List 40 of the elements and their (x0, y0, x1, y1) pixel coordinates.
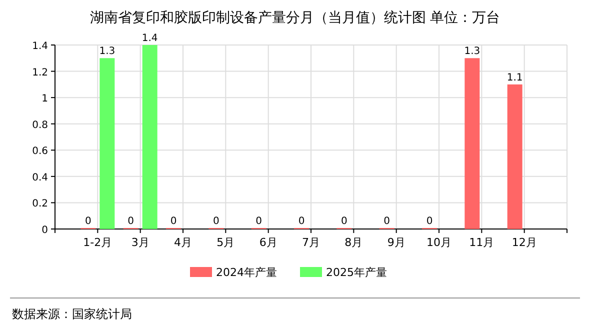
x-tick-label: 3月 (131, 236, 150, 249)
bar (507, 84, 522, 229)
x-tick-label: 11月 (469, 236, 494, 249)
x-tick-label: 12月 (512, 236, 537, 249)
x-tick-label: 4月 (174, 236, 192, 249)
data-label: 1.3 (99, 46, 116, 58)
legend-label: 2024年产量 (216, 266, 277, 279)
source-note: 数据来源：国家统计局 (12, 307, 132, 321)
data-label: 0 (128, 216, 134, 227)
y-tick-label: 0.8 (32, 120, 48, 131)
data-label: 0 (212, 216, 220, 227)
data-label: 1.3 (464, 46, 480, 58)
y-tick-label: 0.4 (32, 172, 48, 184)
data-label: 0 (84, 216, 92, 227)
data-label: 0 (384, 216, 390, 227)
chart-title: 湖南省复印和胶版印制设备产量分月（当月值）统计图 单位：万台 (90, 10, 500, 26)
y-tick-label: 0.2 (32, 198, 48, 210)
y-tick-label: 0 (42, 225, 48, 236)
y-tick-label: 0.6 (32, 146, 48, 158)
bar (100, 58, 115, 229)
x-tick-label: 9月 (387, 236, 406, 249)
data-label: 0 (256, 216, 262, 227)
data-label: 0 (298, 216, 305, 227)
bar (464, 58, 480, 229)
y-tick-label: 1 (42, 94, 48, 105)
x-tick-label: 1-2月 (83, 236, 112, 249)
legend-label: 2025年产量 (326, 266, 387, 279)
data-label: 1.1 (506, 72, 523, 84)
x-tick-label: 10月 (426, 236, 452, 249)
x-tick-label: 5月 (216, 236, 235, 249)
y-tick-label: 1.4 (32, 41, 48, 52)
bar (142, 45, 158, 229)
data-label: 0 (170, 216, 177, 227)
x-tick-label: 8月 (344, 236, 363, 249)
y-tick-label: 1.2 (32, 67, 48, 78)
data-label: 0 (340, 216, 348, 227)
x-tick-label: 7月 (302, 236, 320, 249)
data-label: 0 (426, 216, 433, 227)
data-label: 1.4 (142, 33, 158, 44)
x-tick-label: 6月 (259, 236, 278, 249)
